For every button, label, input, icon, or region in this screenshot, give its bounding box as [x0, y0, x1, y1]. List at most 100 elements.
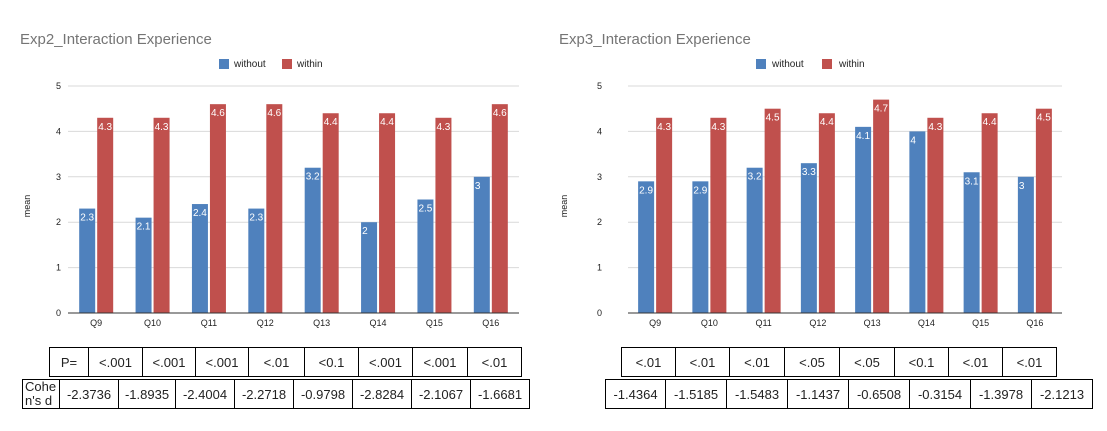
x-tick-label: Q15 — [426, 318, 443, 328]
y-axis-label: mean — [559, 195, 569, 218]
bar-without-q13 — [855, 126, 872, 313]
data-label-without: 2.4 — [193, 208, 207, 219]
data-label-within: 4.3 — [436, 122, 450, 133]
bar-within-q9 — [97, 117, 114, 313]
data-label-within: 4.3 — [711, 122, 725, 133]
p-value-row: P= <.001 <.001 <.001 <.01 <0.1 <.001 <.0… — [49, 347, 522, 377]
x-tick-label: Q9 — [90, 318, 102, 328]
cohens-d-cell: -1.4364 — [605, 379, 666, 409]
y-tick-label: 0 — [56, 308, 61, 318]
cohens-d-cell: -2.2718 — [234, 379, 294, 409]
y-tick-label: 1 — [597, 263, 602, 273]
bar-within-q12 — [266, 104, 283, 313]
data-label-without: 2 — [362, 226, 368, 237]
data-label-within: 4.3 — [155, 122, 169, 133]
legend-label-within: within — [296, 59, 323, 70]
y-tick-label: 3 — [597, 172, 602, 182]
x-tick-label: Q16 — [482, 318, 499, 328]
bar-within-q16 — [491, 104, 508, 313]
y-tick-label: 1 — [56, 263, 61, 273]
plot-area: 0 1 2 3 4 5 2.9 4.3 Q9 2.9 4.3 Q10 3.2 4.5 Q11 3.3 4.4 Q1… — [597, 81, 1062, 328]
cohens-d-cell: -0.9798 — [293, 379, 353, 409]
bar-within-q9 — [656, 117, 673, 313]
p-value-cell: <.001 — [195, 347, 249, 377]
data-label-without: 2.3 — [249, 213, 263, 224]
data-label-within: 4.3 — [928, 122, 942, 133]
y-tick-label: 2 — [56, 217, 61, 227]
x-tick-label: Q14 — [370, 318, 387, 328]
exp2-p-value-table: P= <.001 <.001 <.001 <.01 <0.1 <.001 <.0… — [49, 347, 522, 377]
y-tick-label: 5 — [597, 81, 602, 91]
x-tick-label: Q9 — [649, 318, 661, 328]
data-label-within: 4.6 — [211, 108, 225, 119]
cohens-d-row: Cohe n's d -2.3736 -1.8935 -2.4004 -2.27… — [22, 379, 530, 409]
p-value-cell: <0.1 — [894, 347, 949, 377]
p-value-cell: <.001 — [412, 347, 468, 377]
y-tick-label: 3 — [56, 172, 61, 182]
y-tick-label: 2 — [597, 217, 602, 227]
data-label-within: 4.5 — [1037, 113, 1051, 124]
p-value-cell: <.001 — [358, 347, 413, 377]
exp3-bar-chart: Exp3_Interaction Experience without with… — [559, 31, 1062, 328]
bar-without-q10 — [692, 181, 709, 313]
cohens-d-cell: -1.1437 — [787, 379, 849, 409]
p-value-cell: <.01 — [948, 347, 1003, 377]
p-value-cell: <.01 — [1002, 347, 1057, 377]
cohens-d-cell: -2.8284 — [352, 379, 412, 409]
bar-within-q10 — [710, 117, 727, 313]
bar-within-q11 — [209, 104, 226, 313]
bar-within-q10 — [153, 117, 170, 313]
p-value-cell: <.01 — [621, 347, 676, 377]
data-label-without: 2.9 — [639, 185, 653, 196]
cohens-d-cell: -1.5483 — [726, 379, 788, 409]
exp3-cohens-d-table: -1.4364 -1.5185 -1.5483 -1.1437 -0.6508 … — [605, 379, 1093, 409]
legend-swatch-within — [822, 59, 832, 69]
bar-without-q15 — [417, 199, 434, 313]
cohens-d-row: -1.4364 -1.5185 -1.5483 -1.1437 -0.6508 … — [605, 379, 1093, 409]
data-label-within: 4.6 — [493, 108, 507, 119]
cohens-d-cell: -2.3736 — [59, 379, 119, 409]
data-label-without: 4.1 — [856, 131, 870, 142]
bar-within-q14 — [379, 113, 396, 314]
data-label-without: 2.1 — [137, 222, 151, 233]
data-label-within: 4.7 — [874, 104, 888, 115]
bar-without-q13 — [304, 167, 321, 313]
y-axis-label: mean — [22, 195, 32, 218]
bar-within-q13 — [873, 99, 890, 314]
x-tick-label: Q15 — [972, 318, 989, 328]
bar-without-q11 — [746, 167, 763, 313]
bar-within-q16 — [1035, 108, 1052, 313]
p-value-row: <.01 <.01 <.01 <.05 <.05 <0.1 <.01 <.01 — [621, 347, 1057, 377]
data-label-without: 2.3 — [80, 213, 94, 224]
data-label-within: 4.3 — [98, 122, 112, 133]
data-label-without: 3 — [1019, 181, 1025, 192]
p-value-cell: <.05 — [839, 347, 895, 377]
chart-legend: without within — [219, 59, 323, 70]
bar-without-q16 — [473, 176, 490, 313]
bar-without-q9 — [638, 181, 655, 313]
cohens-d-cell: -2.1213 — [1031, 379, 1093, 409]
cohens-d-cell: -1.3978 — [970, 379, 1032, 409]
x-tick-label: Q11 — [201, 318, 217, 328]
data-label-without: 4 — [910, 135, 916, 146]
bar-without-q16 — [1017, 176, 1034, 313]
bar-without-q12 — [248, 208, 265, 313]
legend-swatch-within — [282, 59, 292, 69]
data-label-without: 3.2 — [306, 172, 320, 183]
bar-without-q15 — [963, 172, 980, 313]
plot-area: 0 1 2 3 4 5 2.3 4.3 Q9 2.1 4.3 Q10 2.4 4.6 Q11 2.3 4.6 Q1… — [56, 81, 519, 328]
legend-label-without: without — [233, 59, 266, 70]
bar-without-q9 — [79, 208, 96, 313]
cohens-d-cell: -0.3154 — [909, 379, 971, 409]
exp2-bar-chart: Exp2_Interaction Experience without with… — [20, 31, 519, 328]
bar-without-q11 — [191, 204, 208, 313]
p-value-cell: <.01 — [467, 347, 522, 377]
x-tick-label: Q12 — [257, 318, 274, 328]
cohens-d-cell: -2.4004 — [175, 379, 235, 409]
x-tick-label: Q12 — [809, 318, 826, 328]
x-tick-label: Q10 — [144, 318, 161, 328]
data-label-without: 3.3 — [802, 167, 816, 178]
bar-within-q11 — [764, 108, 781, 313]
cohens-d-label-line1: Cohe — [25, 379, 57, 394]
data-label-within: 4.3 — [657, 122, 671, 133]
